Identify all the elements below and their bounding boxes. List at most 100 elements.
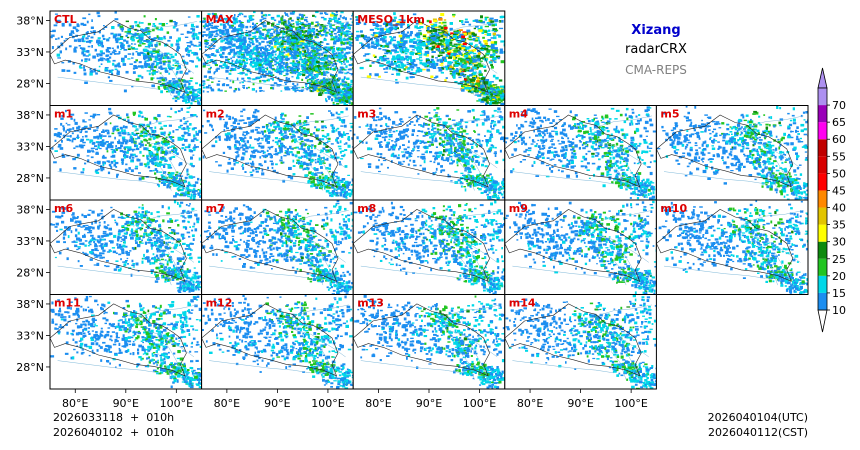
colorbar-swatch bbox=[818, 224, 827, 242]
init-time-cst: 2026040102 + 010h bbox=[53, 426, 174, 439]
colorbar-over-arrow bbox=[817, 67, 828, 89]
panel-grid: CTL MAX MESO_1km m1 m2 m3 m4 m5 m6 m7 m8 m9 m10 m11 m1… bbox=[49, 10, 809, 390]
colorbar-frame bbox=[817, 87, 828, 311]
panel-label: m14 bbox=[509, 297, 536, 310]
colorbar-swatch bbox=[818, 105, 827, 123]
colorbar-swatch bbox=[818, 88, 827, 106]
colorbar-swatch bbox=[818, 275, 827, 293]
colorbar-swatch bbox=[818, 173, 827, 191]
radar-echo-field bbox=[202, 200, 354, 295]
panel-label: m13 bbox=[357, 297, 384, 310]
panel-m5: m5 bbox=[655, 105, 809, 201]
colorbar-tick-label: 25 bbox=[832, 253, 846, 266]
radar-echo-field bbox=[505, 200, 657, 295]
panel-m11: m11 bbox=[49, 294, 203, 390]
lat-tick-label: 33°N bbox=[16, 140, 44, 153]
lon-tick-label: 90°E bbox=[264, 397, 290, 410]
map-lines bbox=[504, 303, 652, 382]
map-lines bbox=[353, 114, 501, 193]
panel-label: m6 bbox=[54, 202, 73, 215]
panel-label: m5 bbox=[660, 108, 679, 121]
panel-label: m4 bbox=[509, 108, 528, 121]
colorbar-tick-label: 35 bbox=[832, 219, 846, 232]
map-lines bbox=[504, 114, 652, 193]
map-lines bbox=[50, 20, 198, 99]
lon-tick-label: 100°E bbox=[614, 397, 647, 410]
init-time-utc: 2026033118 + 010h bbox=[53, 411, 174, 424]
map-lines bbox=[201, 303, 349, 382]
colorbar-tick-label: 10 bbox=[832, 304, 846, 317]
radar-echo-field bbox=[50, 295, 202, 389]
chart-title: Xizang bbox=[631, 23, 680, 38]
colorbar-tick-label: 65 bbox=[832, 116, 846, 129]
radar-echo-field bbox=[504, 106, 657, 200]
lat-tick-label: 38°N bbox=[16, 109, 44, 122]
colorbar-swatch bbox=[818, 156, 827, 174]
radar-echo-field bbox=[202, 294, 354, 389]
colorbar-tick-label: 40 bbox=[832, 202, 846, 215]
lat-tick-label: 33°N bbox=[16, 235, 44, 248]
colorbar-under-arrow bbox=[817, 309, 828, 333]
colorbar-swatch bbox=[818, 122, 827, 140]
longitude-axis: 80°E 90°E 100°E 80°E 90°E 100°E 80°E 90°E 100°E 8… bbox=[62, 389, 648, 410]
map-lines bbox=[353, 20, 501, 99]
lat-tick-label: 38°N bbox=[16, 298, 44, 311]
map-lines bbox=[353, 209, 501, 288]
panel-label: MAX bbox=[206, 13, 234, 26]
radar-echo-field bbox=[201, 107, 354, 200]
lon-tick-label: 90°E bbox=[113, 397, 139, 410]
lon-tick-label: 100°E bbox=[463, 397, 496, 410]
valid-time-cst: 2026040112(CST) bbox=[708, 426, 808, 439]
colorbar-swatch bbox=[818, 292, 827, 310]
lat-tick-label: 28°N bbox=[16, 266, 44, 279]
panel-m9: m9 bbox=[504, 199, 657, 295]
panel-m1: m1 bbox=[49, 105, 203, 201]
panel-label: CTL bbox=[54, 13, 77, 26]
colorbar-tick-label: 55 bbox=[832, 150, 846, 163]
panel-label: m10 bbox=[660, 202, 687, 215]
chart-subtitle: radarCRX bbox=[625, 42, 687, 57]
panel-label: m9 bbox=[509, 202, 528, 215]
lat-tick-label: 28°N bbox=[16, 361, 44, 374]
colorbar-swatch bbox=[818, 241, 827, 259]
radar-echo-field bbox=[353, 200, 505, 295]
panel-ctl: CTL bbox=[49, 10, 203, 106]
panel-m4: m4 bbox=[504, 105, 657, 201]
valid-time-utc: 2026040104(UTC) bbox=[708, 411, 808, 424]
panel-meso-1km: MESO_1km bbox=[352, 10, 506, 106]
colorbar-swatch bbox=[818, 190, 827, 208]
panel-m14: m14 bbox=[504, 294, 657, 390]
colorbar-tick-label: 45 bbox=[832, 184, 846, 197]
colorbar: 10 15 20 25 30 35 40 45 50 55 60 65 70 bbox=[817, 67, 846, 333]
map-lines bbox=[50, 303, 198, 382]
map-lines bbox=[201, 20, 349, 99]
map-lines bbox=[504, 209, 652, 288]
radar-echo-field bbox=[353, 107, 505, 200]
lat-tick-label: 38°N bbox=[16, 203, 44, 216]
panel-frame bbox=[655, 199, 809, 295]
map-lines bbox=[353, 303, 501, 382]
panel-m6: m6 bbox=[49, 199, 203, 295]
panel-m10: m10 bbox=[655, 199, 809, 295]
panel-m7: m7 bbox=[201, 199, 354, 295]
map-lines bbox=[50, 114, 198, 193]
panel-label: m1 bbox=[54, 108, 73, 121]
map-lines bbox=[201, 209, 349, 288]
panel-label: m2 bbox=[206, 108, 225, 121]
map-lines bbox=[50, 209, 198, 288]
lon-tick-label: 80°E bbox=[517, 397, 543, 410]
lon-tick-label: 90°E bbox=[416, 397, 442, 410]
lat-tick-label: 28°N bbox=[16, 172, 44, 185]
radar-echo-field bbox=[354, 294, 505, 389]
panel-label: m11 bbox=[54, 297, 81, 310]
colorbar-tick-label: 15 bbox=[832, 287, 846, 300]
lat-tick-label: 28°N bbox=[16, 77, 44, 90]
lon-tick-label: 80°E bbox=[214, 397, 240, 410]
panel-m3: m3 bbox=[352, 105, 506, 201]
panel-label: m8 bbox=[357, 202, 376, 215]
map-lines bbox=[201, 114, 349, 193]
panel-m2: m2 bbox=[201, 105, 354, 201]
latitude-axis: 38°N 33°N 28°N 38°N 33°N 28°N 38°N 33°N 28°N 38°N… bbox=[16, 14, 50, 374]
map-lines bbox=[656, 209, 804, 288]
